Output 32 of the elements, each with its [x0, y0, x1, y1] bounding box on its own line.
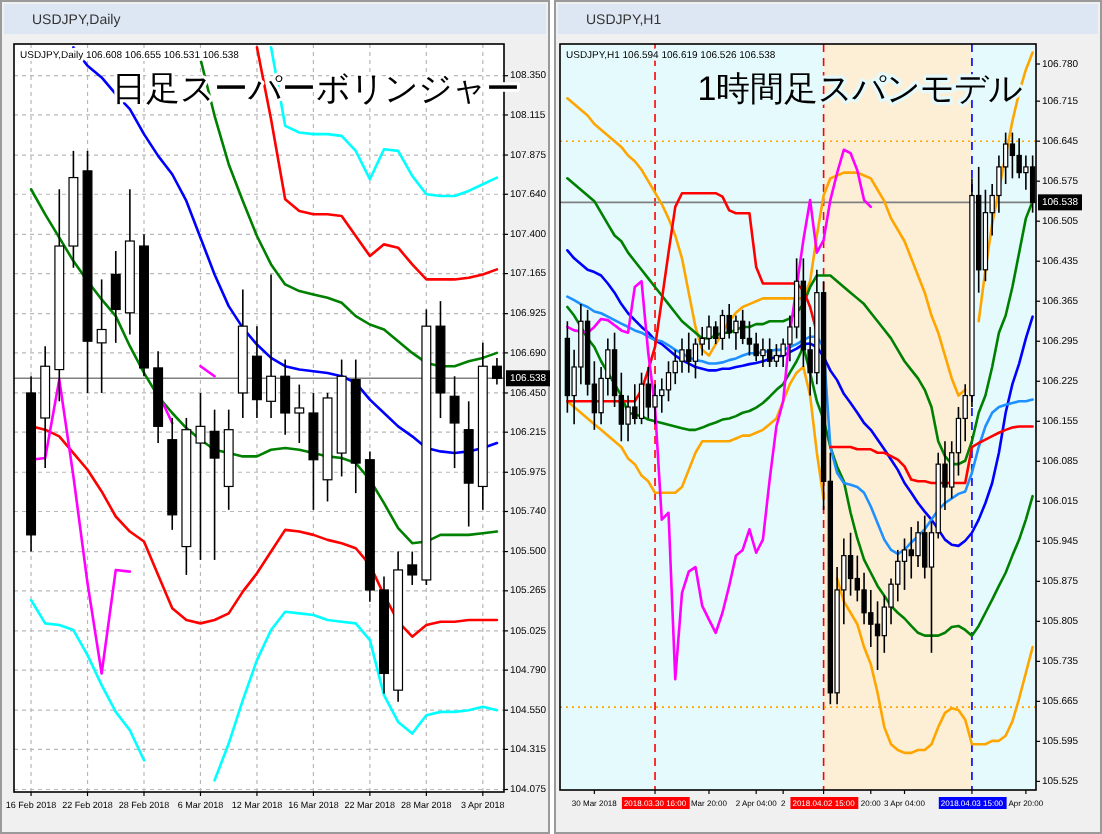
candlestick [294, 383, 305, 444]
candlestick [713, 320, 719, 345]
candlestick [922, 514, 928, 580]
candlestick [251, 325, 262, 419]
candlestick [847, 531, 854, 597]
candlestick [733, 314, 739, 351]
line-series [29, 187, 499, 545]
candlestick [280, 358, 291, 436]
candlestick [449, 375, 460, 469]
candlestick [638, 371, 645, 425]
candlestick [308, 392, 319, 511]
line-series [566, 148, 873, 681]
candlestick [746, 320, 753, 357]
candlestick [719, 309, 726, 351]
candlestick [740, 309, 746, 345]
candlestick [645, 366, 651, 420]
candlestick [773, 343, 780, 368]
candlestick [706, 314, 712, 351]
candlestick [1009, 131, 1016, 180]
candlestick [407, 550, 418, 586]
candlestick [632, 383, 638, 425]
candlestick [110, 250, 121, 344]
candlestick [908, 526, 914, 580]
candlestick [652, 383, 658, 425]
candlestick [266, 273, 277, 419]
line-series [566, 305, 1034, 637]
candlestick [686, 331, 692, 374]
candlestick [209, 408, 220, 561]
candlestick [760, 337, 766, 368]
candlestick [766, 337, 773, 368]
candlestick [96, 278, 107, 394]
candlestick [195, 392, 206, 561]
